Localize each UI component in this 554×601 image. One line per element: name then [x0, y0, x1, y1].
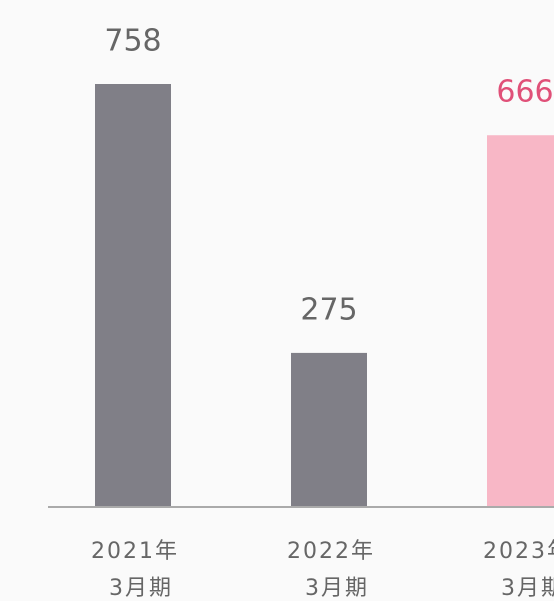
- x-tick-label: 3月期: [109, 576, 173, 601]
- value-label: 275: [300, 292, 357, 327]
- x-tick-label: 2021年: [91, 539, 179, 564]
- value-label: 666: [496, 75, 553, 110]
- value-label: 758: [104, 24, 161, 59]
- x-tick-label: 3月期: [501, 576, 554, 601]
- x-tick-label: 2023年: [483, 539, 554, 564]
- bar: [487, 135, 554, 506]
- x-tick-label: 2022年: [287, 539, 375, 564]
- x-tick-label: 3月期: [305, 576, 369, 601]
- bar: [95, 84, 171, 506]
- bar: [291, 352, 367, 506]
